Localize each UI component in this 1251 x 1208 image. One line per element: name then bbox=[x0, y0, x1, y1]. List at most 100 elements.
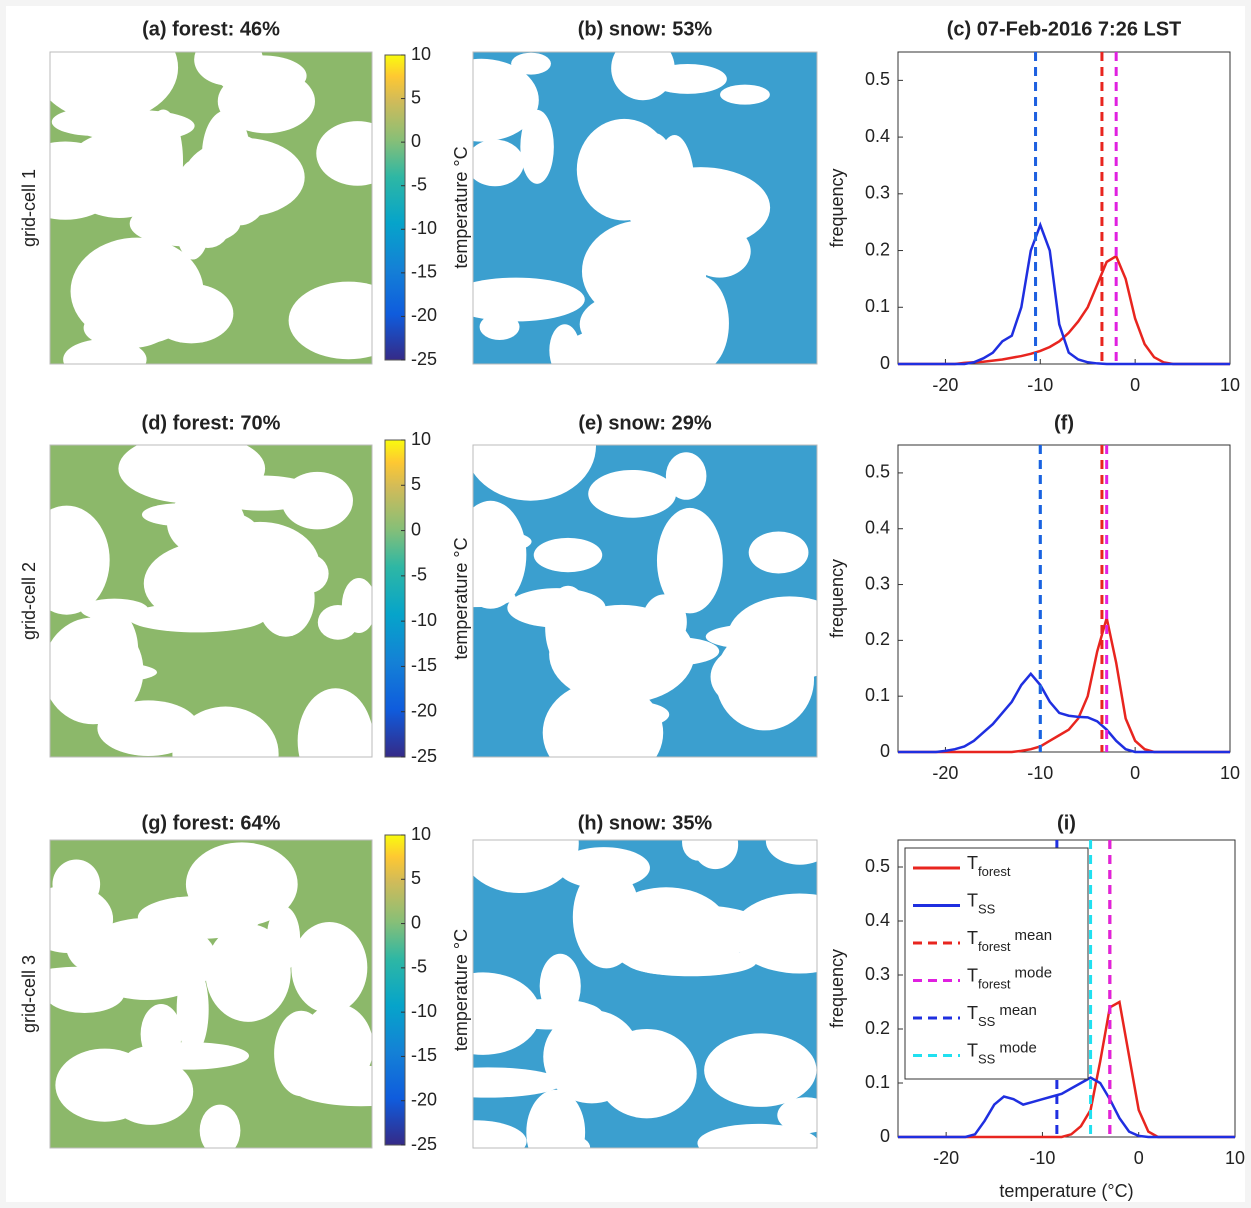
map-gap bbox=[543, 1010, 641, 1104]
legend-subscript: forest bbox=[978, 864, 1011, 879]
x-axis-label: temperature (°C) bbox=[999, 1181, 1133, 1201]
map-gap bbox=[473, 277, 585, 322]
map-gap bbox=[316, 121, 372, 186]
map-gap bbox=[129, 201, 241, 247]
colorbar bbox=[384, 439, 406, 758]
map-gap bbox=[97, 700, 200, 756]
panel-title: (h) snow: 35% bbox=[578, 812, 713, 834]
y-tick-label: 0.3 bbox=[865, 183, 890, 203]
y-tick-label: 0.3 bbox=[865, 573, 890, 593]
map-gap bbox=[533, 537, 603, 573]
x-tick-label: -20 bbox=[932, 763, 958, 783]
map-gap bbox=[648, 64, 727, 94]
legend-entry: Tforest mode bbox=[967, 964, 1052, 991]
map-gap bbox=[581, 220, 707, 323]
legend-entry: Tforest mean bbox=[967, 927, 1052, 954]
x-tick-label: 0 bbox=[1130, 375, 1140, 395]
map-gap bbox=[50, 505, 110, 615]
legend-suffix: mode bbox=[1015, 964, 1053, 981]
map-gap bbox=[479, 313, 520, 340]
colorbar-tick-label: -25 bbox=[411, 349, 437, 369]
legend-name: T bbox=[967, 1040, 978, 1060]
map-gap bbox=[297, 688, 372, 757]
legend-subscript: forest bbox=[978, 977, 1011, 992]
x-tick-label: -20 bbox=[933, 1148, 959, 1168]
colorbar-tick-label: 5 bbox=[411, 474, 421, 494]
x-tick-label: -20 bbox=[932, 375, 958, 395]
legend-name: T bbox=[967, 928, 978, 948]
legend-entry: Tforest bbox=[967, 853, 1011, 880]
y-axis-label: frequency bbox=[827, 168, 847, 247]
map-gap bbox=[586, 700, 670, 729]
colorbar-tick-label: -10 bbox=[411, 610, 437, 630]
map-image bbox=[473, 445, 817, 757]
map-gap bbox=[288, 554, 329, 594]
colorbar-tick-label: -10 bbox=[411, 218, 437, 238]
map-gap bbox=[473, 1067, 563, 1098]
map-gap bbox=[290, 1065, 372, 1107]
x-tick-label: -10 bbox=[1029, 1148, 1055, 1168]
map-image bbox=[473, 52, 817, 364]
map-gap bbox=[602, 887, 730, 975]
x-tick-label: -10 bbox=[1027, 375, 1053, 395]
y-axis-label: frequency bbox=[827, 559, 847, 638]
colorbar-tick-label: 10 bbox=[411, 429, 431, 449]
map-gap bbox=[172, 706, 279, 757]
legend-suffix: mode bbox=[999, 1039, 1037, 1056]
y-tick-label: 0.3 bbox=[865, 964, 890, 984]
y-tick-label: 0.1 bbox=[865, 685, 890, 705]
legend-suffix: mean bbox=[1015, 927, 1053, 944]
panel-title: (f) bbox=[1054, 412, 1074, 434]
colorbar-tick-label: 0 bbox=[411, 912, 421, 932]
x-tick-label: 0 bbox=[1134, 1148, 1144, 1168]
y-tick-label: 0.4 bbox=[865, 126, 890, 146]
map-gap bbox=[720, 84, 770, 105]
y-tick-label: 0.5 bbox=[865, 462, 890, 482]
map-gap bbox=[52, 859, 101, 910]
map-gap bbox=[217, 69, 315, 134]
map-gap bbox=[70, 237, 204, 345]
colorbar-tick-label: 0 bbox=[411, 131, 421, 151]
map-frame bbox=[472, 444, 818, 758]
map-gap bbox=[473, 528, 532, 555]
plot-area bbox=[897, 51, 1231, 365]
map-gap bbox=[281, 471, 353, 530]
legend-suffix: mean bbox=[999, 1002, 1037, 1019]
map-gap bbox=[50, 617, 144, 725]
y-tick-label: 0.1 bbox=[865, 1072, 890, 1092]
map-gap bbox=[63, 131, 176, 218]
panel-title: (i) bbox=[1057, 812, 1076, 834]
colorbar-tick-label: -20 bbox=[411, 700, 437, 720]
map-gap bbox=[50, 52, 179, 122]
y-tick-label: 0.2 bbox=[865, 1018, 890, 1038]
row-label: grid-cell 2 bbox=[19, 562, 39, 640]
legend-subscript: SS bbox=[978, 902, 996, 917]
row-label: grid-cell 1 bbox=[19, 169, 39, 247]
colorbar bbox=[384, 834, 406, 1146]
colorbar-tick-label: -10 bbox=[411, 1001, 437, 1021]
x-tick-label: 10 bbox=[1220, 763, 1240, 783]
map-gap bbox=[183, 137, 305, 217]
map-gap bbox=[697, 1123, 817, 1148]
legend-entry: TSS bbox=[967, 890, 996, 917]
map-image bbox=[473, 840, 817, 1148]
map-gap bbox=[473, 1120, 527, 1148]
colorbar-label: temperature °C bbox=[451, 146, 471, 268]
map-gap bbox=[704, 1033, 817, 1107]
plot-area bbox=[897, 444, 1231, 753]
map-gap bbox=[473, 445, 596, 501]
map-gap bbox=[140, 1004, 182, 1065]
map-gap bbox=[266, 906, 301, 971]
y-tick-label: 0.2 bbox=[865, 239, 890, 259]
map-image bbox=[50, 52, 372, 364]
colorbar-tick-label: -15 bbox=[411, 1045, 437, 1065]
colorbar-tick-label: -25 bbox=[411, 746, 437, 766]
map-frame bbox=[49, 51, 373, 365]
row-label: grid-cell 3 bbox=[19, 955, 39, 1033]
x-tick-label: -10 bbox=[1027, 763, 1053, 783]
map-frame bbox=[472, 839, 818, 1149]
colorbar-tick-label: -15 bbox=[411, 655, 437, 675]
map-gap bbox=[777, 1097, 817, 1134]
